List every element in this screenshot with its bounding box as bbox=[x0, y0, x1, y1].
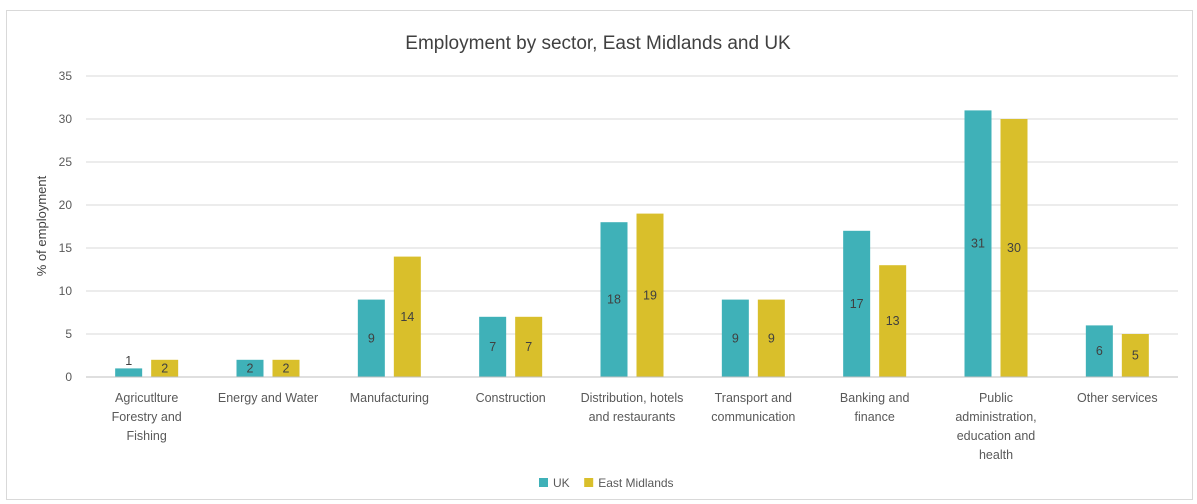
x-tick-label: administration, bbox=[955, 410, 1036, 424]
bar-value-label: 9 bbox=[368, 331, 375, 345]
bar-value-label: 5 bbox=[1132, 349, 1139, 363]
x-tick-label: finance bbox=[855, 410, 895, 424]
bar-uk bbox=[479, 316, 507, 377]
bar-uk bbox=[236, 359, 264, 377]
bar-east-midlands bbox=[272, 359, 300, 377]
bar-uk bbox=[721, 299, 749, 377]
x-tick-label: Other services bbox=[1077, 391, 1158, 405]
bar-value-label: 31 bbox=[971, 237, 985, 251]
bar-uk bbox=[843, 230, 871, 377]
y-tick-label: 5 bbox=[65, 327, 72, 341]
chart-frame bbox=[6, 10, 1193, 500]
bar-east-midlands bbox=[1121, 334, 1149, 377]
bar-uk bbox=[600, 222, 628, 377]
x-tick-label: Forestry and bbox=[112, 410, 182, 424]
bar-value-label: 2 bbox=[247, 361, 254, 375]
bar-east-midlands bbox=[393, 256, 421, 377]
legend-label: UK bbox=[553, 476, 570, 490]
bar-uk bbox=[357, 299, 385, 377]
legend-label: East Midlands bbox=[598, 476, 673, 490]
y-tick-label: 35 bbox=[59, 69, 73, 83]
data-labels: 1 2 2 2 9 14 7 7 18 19 9 9 17 13 31 30 6 5 bbox=[125, 237, 1139, 376]
x-tick-label: Transport and bbox=[715, 391, 792, 405]
chart-title: Employment by sector, East Midlands and … bbox=[405, 33, 791, 54]
bars bbox=[115, 110, 1149, 378]
legend-swatch bbox=[584, 478, 594, 487]
bar-uk bbox=[115, 368, 143, 377]
bar-east-midlands bbox=[636, 213, 664, 377]
x-tick-label: Manufacturing bbox=[350, 391, 429, 405]
bar-east-midlands bbox=[515, 316, 543, 377]
bar-value-label: 6 bbox=[1096, 344, 1103, 358]
y-tick-label: 20 bbox=[59, 198, 73, 212]
x-tick-label: health bbox=[979, 448, 1013, 462]
bar-value-label: 13 bbox=[886, 314, 900, 328]
bar-value-label: 9 bbox=[732, 331, 739, 345]
x-tick-label: Construction bbox=[476, 391, 546, 405]
bar-value-label: 17 bbox=[850, 297, 864, 311]
x-tick-label: communication bbox=[711, 410, 795, 424]
bar-value-label: 9 bbox=[768, 331, 775, 345]
bar-east-midlands bbox=[1000, 119, 1028, 377]
bar-value-label: 19 bbox=[643, 288, 657, 302]
bar-value-label: 2 bbox=[161, 361, 168, 375]
x-tick-label: and restaurants bbox=[589, 410, 676, 424]
bar-value-label: 1 bbox=[125, 354, 132, 368]
bar-value-label: 2 bbox=[283, 361, 290, 375]
bar-value-label: 7 bbox=[525, 340, 532, 354]
y-tick-label: 10 bbox=[59, 284, 73, 298]
legend: UK East Midlands bbox=[539, 476, 674, 490]
y-tick-label: 0 bbox=[65, 370, 72, 384]
bar-east-midlands bbox=[879, 265, 907, 377]
bar-east-midlands bbox=[151, 359, 179, 377]
bar-value-label: 18 bbox=[607, 293, 621, 307]
x-tick-label: Agricutlture bbox=[115, 391, 178, 405]
bar-east-midlands bbox=[757, 299, 785, 377]
y-tick-label: 15 bbox=[59, 241, 73, 255]
x-tick-label: Energy and Water bbox=[218, 391, 318, 405]
x-tick-label: Distribution, hotels bbox=[581, 391, 684, 405]
x-tick-label: education and bbox=[957, 429, 1036, 443]
y-axis-label: % of employment bbox=[34, 175, 49, 276]
x-tick-label: Fishing bbox=[127, 429, 167, 443]
bar-value-label: 14 bbox=[400, 310, 414, 324]
x-tick-label: Public bbox=[979, 391, 1013, 405]
bar-uk bbox=[1085, 325, 1113, 377]
legend-swatch bbox=[539, 478, 548, 487]
x-tick-label: Banking and bbox=[840, 391, 910, 405]
bar-uk bbox=[964, 110, 992, 378]
bar-value-label: 30 bbox=[1007, 241, 1021, 255]
y-tick-label: 30 bbox=[59, 112, 73, 126]
bar-value-label: 7 bbox=[489, 340, 496, 354]
y-tick-label: 25 bbox=[59, 155, 73, 169]
